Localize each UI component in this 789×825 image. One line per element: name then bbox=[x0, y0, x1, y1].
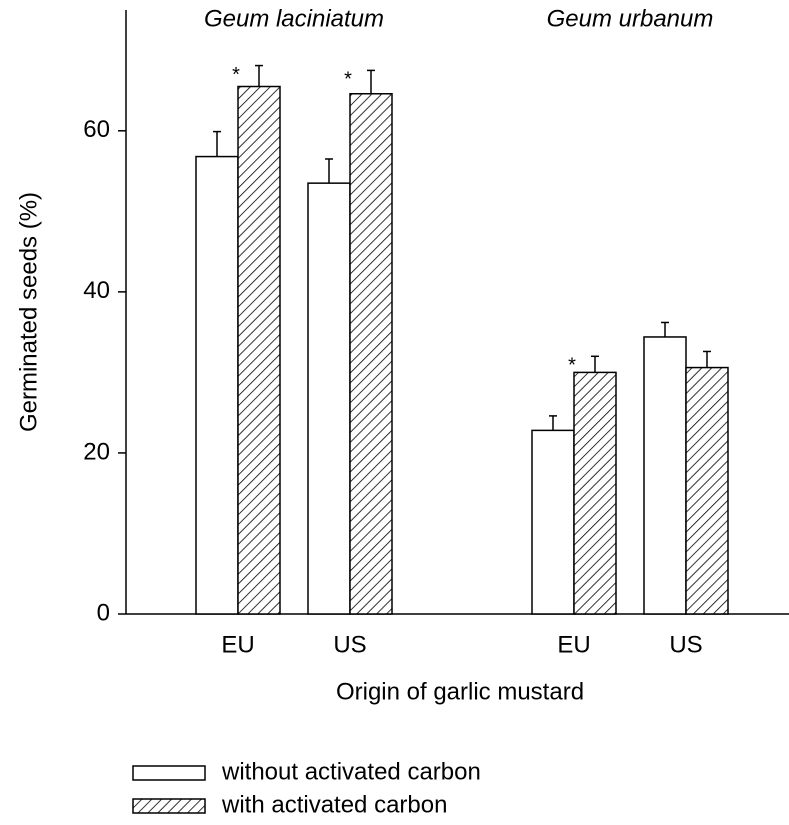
group-title: Geum urbanum bbox=[547, 5, 714, 32]
y-tick-label: 20 bbox=[83, 438, 110, 465]
x-tick-label: US bbox=[333, 631, 366, 658]
bar bbox=[573, 371, 617, 615]
y-tick-label: 60 bbox=[83, 116, 110, 143]
significance-mark: * bbox=[232, 64, 240, 86]
y-axis-title: Germinated seeds (%) bbox=[15, 192, 42, 432]
x-tick-label: EU bbox=[221, 631, 254, 658]
group-title: Geum laciniatum bbox=[204, 5, 384, 32]
legend-label: without activated carbon bbox=[221, 758, 481, 785]
bar bbox=[349, 93, 393, 615]
x-tick-label: EU bbox=[557, 631, 590, 658]
bar bbox=[237, 85, 281, 615]
bar bbox=[195, 155, 239, 615]
significance-mark: * bbox=[568, 355, 576, 377]
y-tick-label: 0 bbox=[97, 599, 110, 626]
x-axis-title: Origin of garlic mustard bbox=[336, 678, 584, 705]
bar bbox=[685, 366, 729, 615]
bar bbox=[643, 336, 687, 615]
bar bbox=[531, 429, 575, 615]
legend-swatch bbox=[132, 798, 206, 814]
legend-swatch bbox=[132, 765, 206, 781]
bar bbox=[307, 182, 351, 615]
significance-mark: * bbox=[344, 69, 352, 91]
y-tick-label: 40 bbox=[83, 277, 110, 304]
legend-label: with activated carbon bbox=[221, 791, 447, 818]
x-tick-label: US bbox=[669, 631, 702, 658]
